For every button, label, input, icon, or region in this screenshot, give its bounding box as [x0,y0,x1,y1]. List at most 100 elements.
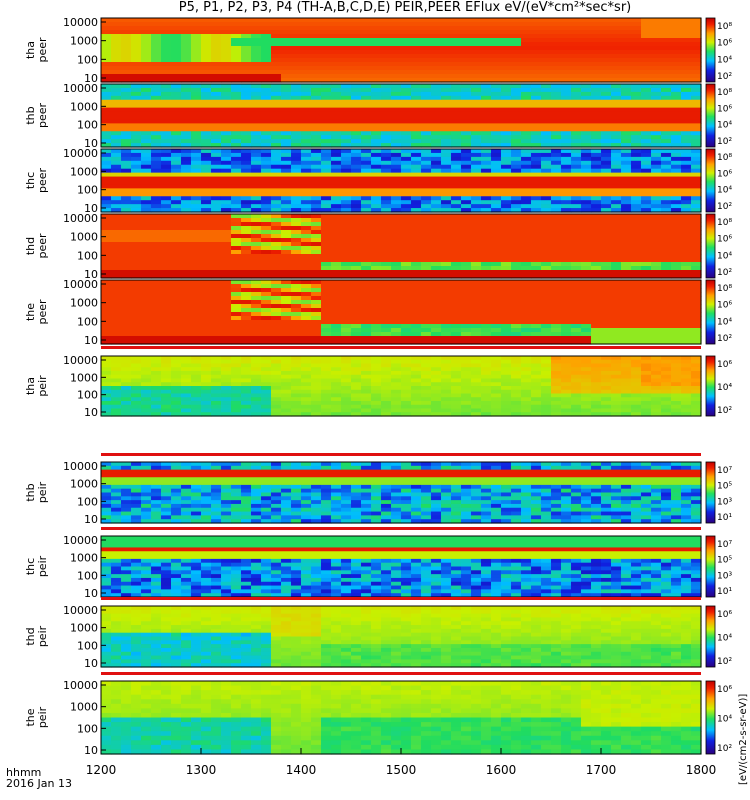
heatmap-cell [331,214,342,219]
heatmap-cell [111,226,122,231]
heatmap-cell [421,246,432,251]
heatmap-cell [551,258,562,263]
heatmap-cell [341,332,352,337]
heatmap-cell [631,115,642,121]
heatmap-cell [641,70,652,75]
heatmap-cell [491,192,502,197]
heatmap-cell [461,143,472,148]
heatmap-cell [561,208,572,213]
heatmap-cell [361,62,372,67]
heatmap-cell [611,196,622,201]
heatmap-cell [121,131,132,136]
heatmap-cell [481,288,492,293]
heatmap-cell [171,230,182,235]
heatmap-cell [191,254,202,259]
heatmap-cell [171,312,182,317]
heatmap-cell [691,22,702,27]
heatmap-cell [681,164,692,170]
heatmap-cell [271,254,282,259]
heatmap-cell [341,188,352,193]
heatmap-cell [421,262,432,267]
heatmap-cell [121,367,132,372]
heatmap-cell [541,192,552,197]
heatmap-cell [281,180,292,186]
heatmap-cell [101,156,112,162]
heatmap-cell [271,143,282,148]
heatmap-cell [441,131,452,136]
heatmap-cell [661,34,672,39]
heatmap-cell [411,340,422,345]
heatmap-cell [691,111,702,117]
heatmap-cell [511,336,522,341]
heatmap-cell [171,324,182,329]
heatmap-cell [161,38,172,43]
heatmap-cell [361,284,372,289]
heatmap-cell [381,30,392,35]
heatmap-cell [501,196,512,201]
heatmap-cell [671,214,682,219]
heatmap-cell [641,156,652,162]
heatmap-cell [511,214,522,219]
heatmap-cell [381,188,392,193]
heatmap-cell [291,226,302,231]
heatmap-cell [241,111,252,117]
heatmap-cell [401,336,412,341]
heatmap-cell [121,160,132,166]
heatmap-cell [301,254,312,259]
heatmap-cell [371,274,382,279]
heatmap-cell [121,34,132,39]
heatmap-cell [301,87,312,93]
heatmap-cell [651,131,662,136]
heatmap-cell [131,234,142,239]
heatmap-cell [311,152,322,158]
heatmap-cell [281,84,292,89]
heatmap-cell [221,246,232,251]
heatmap-cell [641,168,652,174]
heatmap-cell [131,91,142,97]
colorbar-tick-label: 10⁴ [717,121,732,131]
heatmap-cell [101,238,112,243]
heatmap-cell [171,292,182,297]
heatmap-cell [531,50,542,55]
heatmap-cell [311,26,322,31]
heatmap-cell [151,382,162,387]
heatmap-cell [341,196,352,201]
heatmap-cell [441,99,452,105]
heatmap-cell [601,270,612,275]
heatmap-cell [641,332,652,337]
heatmap-cell [351,176,362,182]
heatmap-cell [671,234,682,239]
heatmap-cell [641,208,652,213]
heatmap-cell [471,254,482,259]
heatmap-cell [261,160,272,166]
heatmap-cell [221,226,232,231]
heatmap-cell [361,91,372,97]
heatmap-cell [391,131,402,136]
heatmap-cell [551,292,562,297]
heatmap-cell [451,54,462,59]
colorbar-tick-label: 10⁶ [717,169,732,179]
heatmap-cell [631,332,642,337]
heatmap-cell [381,168,392,174]
heatmap-cell [571,50,582,55]
heatmap-cell [581,262,592,267]
heatmap-cell [561,84,572,89]
heatmap-cell [421,222,432,227]
heatmap-cell [511,288,522,293]
heatmap-cell [501,143,512,148]
heatmap-cell [591,296,602,301]
heatmap-cell [151,168,162,174]
heatmap-cell [211,308,222,313]
heatmap-cell [181,214,192,219]
heatmap-cell [441,70,452,75]
heatmap-cell [181,308,192,313]
heatmap-cell [361,50,372,55]
heatmap-cell [541,270,552,275]
heatmap-cell [331,160,342,166]
heatmap-cell [211,284,222,289]
heatmap-cell [371,50,382,55]
heatmap-cell [191,30,202,35]
heatmap-cell [151,356,162,361]
heatmap-cell [351,87,362,93]
heatmap-cell [291,74,302,79]
